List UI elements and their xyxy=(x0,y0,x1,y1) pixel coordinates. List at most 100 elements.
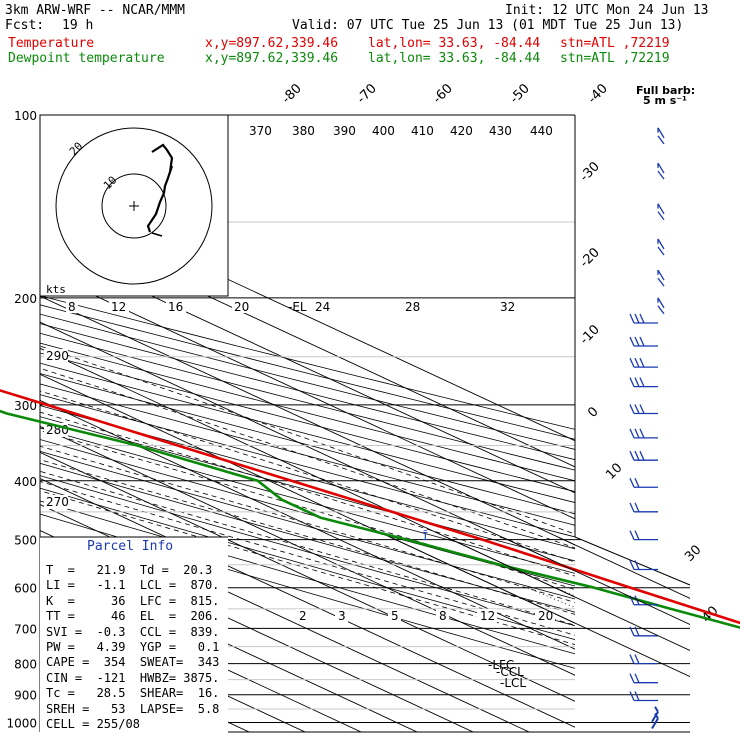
parcel-info-line: T = 21.9 Td = 20.3 xyxy=(46,563,213,577)
parcel-info-line: TT = 46 EL = 206. xyxy=(46,609,220,624)
wind-barb xyxy=(651,712,659,730)
pressure-tick-label: 500 xyxy=(14,534,37,548)
isotherm-label: -80 xyxy=(279,81,305,107)
isotherm-label: 10 xyxy=(603,461,625,483)
wind-barb xyxy=(657,203,665,221)
isotherm-line xyxy=(40,477,575,728)
isotherm-label: -40 xyxy=(585,81,611,107)
dry-adiabat xyxy=(40,295,575,430)
moist-adiabat xyxy=(40,345,575,535)
mixing-ratio-label: 8 xyxy=(439,609,447,623)
wind-barb xyxy=(629,404,658,415)
isotherm-label: -70 xyxy=(354,81,380,107)
parcel-info-line: CAPE = 354 SWEAT= 343 xyxy=(46,655,220,670)
wind-barb xyxy=(629,673,658,684)
wind-barb xyxy=(629,478,658,488)
isotherm-line xyxy=(40,504,531,732)
legend-dewpoint: Dewpoint temperature xyxy=(8,51,165,66)
parcel-info-line: CIN = -121 HWBZ= 3875. xyxy=(46,670,220,685)
dry-adiabat xyxy=(40,513,575,669)
theta-label: 370 xyxy=(249,124,272,138)
isotherm-line xyxy=(447,537,690,732)
mixing-ratio-label: 3 xyxy=(338,609,346,623)
wind-barb xyxy=(657,127,665,145)
wind-barb xyxy=(657,269,665,287)
wind-speed-label: 32 xyxy=(500,300,515,314)
pressure-tick-label: 700 xyxy=(14,622,37,636)
dry-adiabats xyxy=(40,295,575,669)
dewpoint-station: stn=ATL ,72219 xyxy=(560,51,670,66)
moist-adiabat xyxy=(40,390,575,563)
wind-speed-label: 12 xyxy=(111,300,126,314)
pressure-tick-label: 100 xyxy=(14,109,37,123)
wind-barb xyxy=(629,560,658,571)
wind-barb xyxy=(629,654,658,665)
hodograph-units: kts xyxy=(46,283,66,296)
parcel-info-line: CELL = 255/08 xyxy=(46,717,140,731)
isotherm-label: -10 xyxy=(577,322,603,348)
wind-barb xyxy=(629,377,658,388)
speed-label-bg xyxy=(313,299,333,313)
dry-adiabat xyxy=(40,352,575,492)
isotherm-label: -30 xyxy=(577,159,603,185)
wind-speed-label: 20 xyxy=(234,300,249,314)
dry-adiabat xyxy=(40,332,575,471)
lfc-marker: -LFC xyxy=(488,658,514,672)
isotherm-line xyxy=(40,269,575,520)
moist-adiabat xyxy=(40,490,575,645)
wind-barb xyxy=(629,357,658,368)
forecast-hour: 19 h xyxy=(62,18,94,33)
parcel-start-marker: Ĩ xyxy=(422,530,429,543)
theta-label: 430 xyxy=(489,124,512,138)
dry-adiabat xyxy=(40,323,575,461)
isotherm-line xyxy=(40,530,475,732)
isotherm-label: 30 xyxy=(682,543,704,565)
temperature-line xyxy=(0,389,740,625)
temperature-latlon: lat,lon= 33.63, -84.44 xyxy=(368,36,541,51)
isotherm-label: -20 xyxy=(577,245,603,271)
isotherm-line xyxy=(40,295,575,546)
parcel-info-line: SVI = -0.3 CCL = 839. xyxy=(46,624,220,639)
isotherm-line xyxy=(40,321,575,572)
barb-legend-units: 5 m s⁻¹ xyxy=(643,94,687,107)
isotherm-label: -50 xyxy=(507,81,533,107)
dry-adiabat xyxy=(40,304,575,440)
hodograph-trace xyxy=(146,143,174,233)
isotherm-line xyxy=(391,537,690,732)
speed-label-bg xyxy=(498,299,518,313)
init-time: Init: 12 UTC Mon 24 Jun 13 xyxy=(505,3,709,18)
frame-slant xyxy=(574,536,691,586)
mixing-ratio-label: 5 xyxy=(391,609,399,623)
isotherm-line xyxy=(40,347,575,598)
theta-label: 270 xyxy=(46,495,69,509)
isotherm-line xyxy=(40,425,575,676)
wind-barb xyxy=(629,626,658,637)
mixing-ratio-label: 12 xyxy=(480,609,495,623)
wind-barb xyxy=(629,336,658,347)
speed-label-bg xyxy=(66,299,78,313)
isotherm-line xyxy=(40,451,575,702)
isotherm-line xyxy=(40,399,575,650)
dry-adiabat xyxy=(40,342,575,482)
parcel-info-line: LI = -1.1 LCL = 870. xyxy=(46,578,220,593)
wind-barb xyxy=(657,162,665,180)
isotherm-line xyxy=(335,537,690,732)
moist-adiabat xyxy=(40,470,575,626)
el-marker: -EL xyxy=(288,300,307,314)
mixing-ratio-label-bg xyxy=(388,609,401,623)
theta-label: 390 xyxy=(333,124,356,138)
parcel-info-box xyxy=(40,537,228,733)
legend-temperature: Temperature xyxy=(8,36,95,51)
barb-legend-title: Full barb: xyxy=(636,84,695,97)
isotherm-label: -60 xyxy=(430,81,456,107)
sounding-series xyxy=(0,389,740,629)
speed-label-bg xyxy=(166,299,186,313)
hodograph-ring-20 xyxy=(55,127,213,285)
mixing-ratio-label-bg xyxy=(477,609,497,623)
wind-speed-label: 28 xyxy=(405,300,420,314)
mixing-ratio-line xyxy=(628,588,740,736)
pressure-tick-label: 300 xyxy=(14,399,37,413)
ccl-marker: -CCL xyxy=(496,665,524,679)
wind-barb xyxy=(629,313,658,324)
